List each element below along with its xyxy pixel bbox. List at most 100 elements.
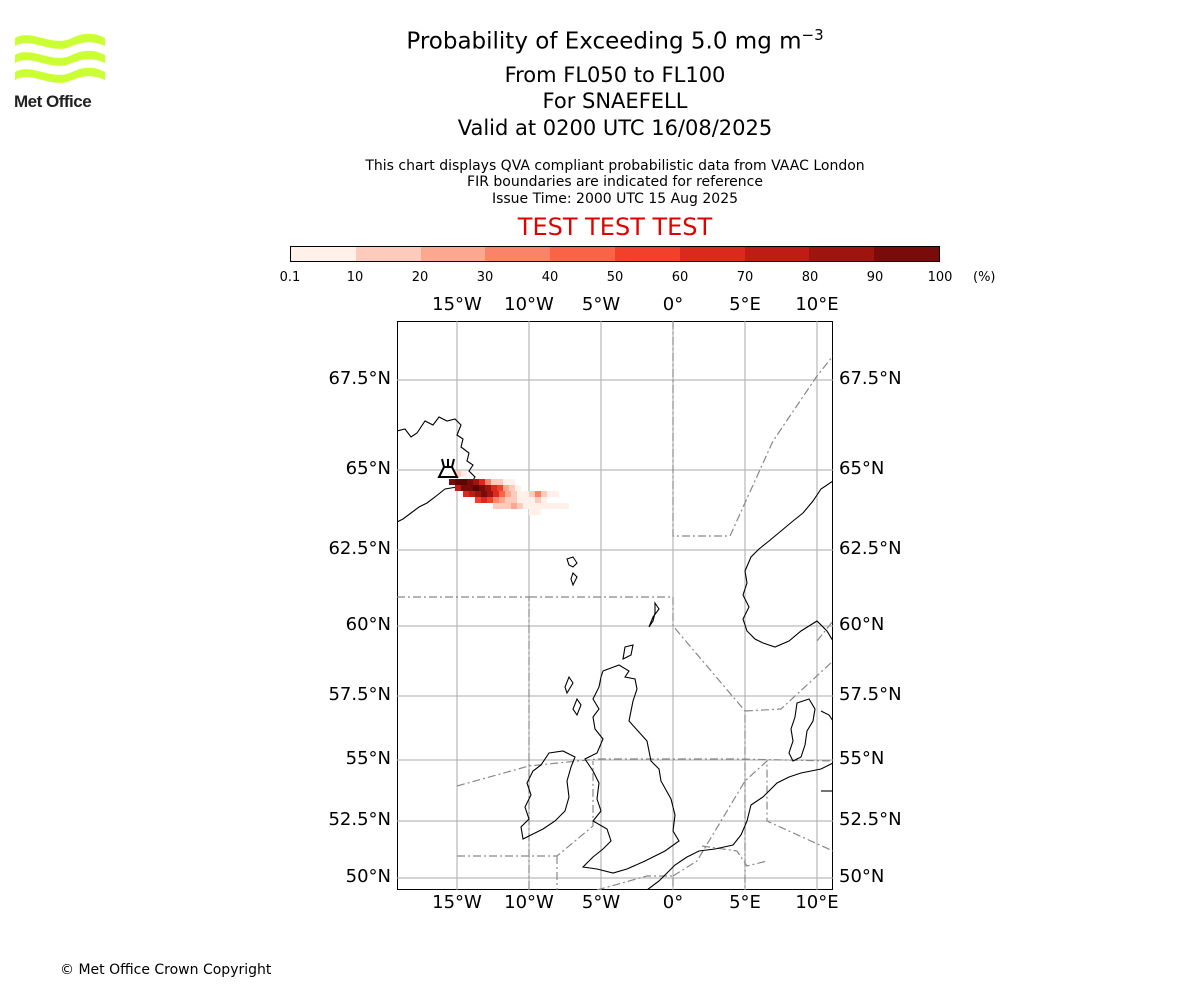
ash-cell [503, 479, 509, 485]
fir-boundaries [397, 321, 833, 890]
ash-cell [461, 479, 467, 485]
ash-cell [535, 503, 541, 509]
colorbar-unit: (%) [973, 270, 996, 285]
map-panel [397, 321, 833, 890]
ash-cell [467, 479, 473, 485]
ash-cell [499, 491, 505, 497]
ash-cell [509, 479, 515, 485]
ash-cell [481, 491, 487, 497]
logo-text: Met Office [14, 92, 92, 111]
ash-cell [535, 497, 541, 503]
ash-cell [565, 503, 569, 509]
ash-cell [467, 485, 473, 491]
latitude-label: 62.5°N [839, 538, 902, 559]
longitude-label: 10°E [795, 892, 839, 913]
colorbar-segment [614, 247, 680, 261]
longitude-label: 10°W [504, 294, 554, 315]
ash-cell [535, 509, 541, 515]
ash-probability-plume [443, 471, 569, 515]
latitude-label: 65°N [345, 458, 391, 479]
ash-cell [481, 497, 487, 503]
ash-cell [493, 497, 499, 503]
ash-cell [473, 485, 479, 491]
met-office-logo: Met Office [12, 30, 112, 116]
colorbar-tick-label: 70 [736, 270, 754, 285]
copyright: © Met Office Crown Copyright [60, 962, 272, 978]
latitude-label: 50°N [839, 866, 885, 887]
colorbar-segment [355, 247, 421, 261]
longitude-label: 5°E [729, 892, 761, 913]
ash-cell [505, 503, 511, 509]
colorbar-tick-label: 20 [411, 270, 429, 285]
latitude-label: 67.5°N [839, 368, 902, 389]
longitude-label: 15°W [432, 294, 482, 315]
colorbar-segment [744, 247, 810, 261]
ash-cell [473, 479, 479, 485]
volcano-icon [437, 458, 459, 478]
flight-levels: From FL050 to FL100 [504, 63, 726, 87]
colorbar [290, 246, 940, 262]
ash-cell [463, 491, 469, 497]
longitude-label: 15°W [432, 892, 482, 913]
colorbar-segment [291, 247, 356, 261]
colorbar-tick-label: 100 [927, 270, 953, 285]
latitude-label: 67.5°N [328, 368, 391, 389]
latitude-label: 62.5°N [328, 538, 391, 559]
ash-cell [449, 479, 455, 485]
latitude-label: 52.5°N [839, 809, 902, 830]
ash-cell [511, 491, 517, 497]
ash-cell [541, 491, 547, 497]
ash-cell [499, 497, 505, 503]
ash-cell [541, 503, 547, 509]
ash-cell [487, 491, 493, 497]
ash-cell [529, 509, 535, 515]
longitude-label: 0° [662, 294, 684, 315]
colorbar-segment [420, 247, 486, 261]
ash-cell [505, 491, 511, 497]
ash-cell [469, 491, 475, 497]
issue-time: Issue Time: 2000 UTC 15 Aug 2025 [491, 191, 739, 207]
chart-title: Probability of Exceeding 5.0 mg m−3 [406, 26, 824, 55]
latitude-label: 55°N [345, 748, 391, 769]
colorbar-tick-label: 50 [606, 270, 624, 285]
ash-cell [529, 491, 535, 497]
longitude-label: 10°W [504, 892, 554, 913]
longitude-label: 0° [662, 892, 684, 913]
ash-cell [547, 503, 553, 509]
colorbar-segment [874, 247, 939, 261]
colorbar-segment [679, 247, 745, 261]
ash-cell [517, 497, 523, 503]
ash-cell [553, 503, 559, 509]
graticule [397, 321, 833, 890]
ash-cell [497, 485, 503, 491]
ash-cell [529, 503, 535, 509]
ash-cell [491, 485, 497, 491]
latitude-label: 57.5°N [839, 684, 902, 705]
valid-time: Valid at 0200 UTC 16/08/2025 [457, 116, 773, 140]
ash-cell [517, 491, 523, 497]
ash-cell [523, 503, 529, 509]
ash-cell [505, 497, 511, 503]
ash-cell [547, 491, 553, 497]
ash-cell [485, 479, 491, 485]
ash-cell [455, 485, 461, 491]
ash-cell [515, 485, 521, 491]
colorbar-tick-label: 60 [671, 270, 689, 285]
ash-cell [493, 503, 499, 509]
description-line-1: This chart displays QVA compliant probab… [365, 158, 865, 174]
ash-cell [529, 497, 535, 503]
coastlines [397, 416, 833, 890]
ash-cell [559, 503, 565, 509]
ash-cell [535, 491, 541, 497]
ash-cell [497, 479, 503, 485]
latitude-label: 50°N [345, 866, 391, 887]
ash-cell [475, 491, 481, 497]
ash-cell [479, 485, 485, 491]
colorbar-tick-label: 80 [801, 270, 819, 285]
colorbar-tick-label: 90 [866, 270, 884, 285]
ash-cell [485, 485, 491, 491]
ash-cell [475, 497, 481, 503]
longitude-label: 5°E [729, 294, 761, 315]
colorbar-segment [809, 247, 875, 261]
longitude-label: 5°W [581, 892, 621, 913]
